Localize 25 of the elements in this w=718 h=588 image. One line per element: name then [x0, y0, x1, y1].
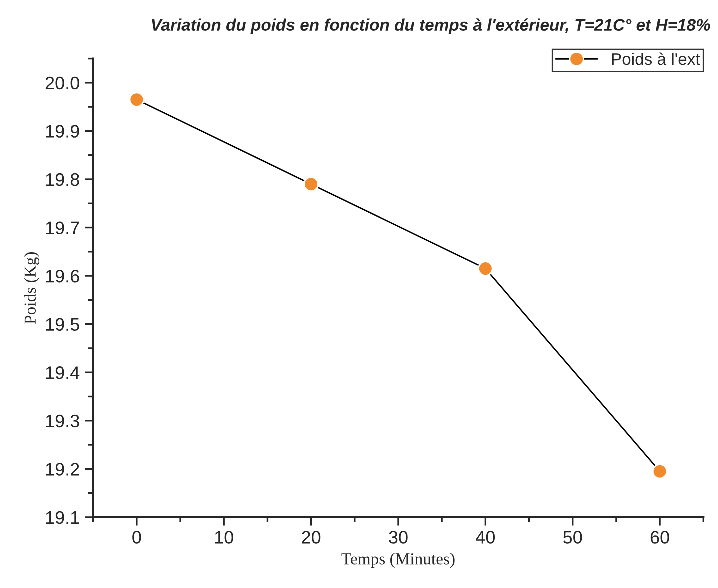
x-tick-label: 30 [389, 531, 408, 544]
x-tick-label: 50 [564, 531, 582, 544]
chart-title: Variation du poids en fonction du temps à l'extérieur, T=21C° et H=18% [152, 18, 710, 34]
y-tick-label: 19.9 [46, 125, 80, 138]
y-axis-title: Poids (Kg) [24, 252, 40, 324]
point [304, 176, 319, 192]
y-tick-label: 20.0 [46, 76, 80, 90]
x-tick-label: 10 [215, 531, 234, 544]
legend-label: Poids à l'ext [612, 52, 700, 66]
y-tick-label: 19.8 [46, 173, 80, 186]
x-tick-label: 40 [476, 531, 496, 544]
y-tick-label: 19.2 [46, 463, 80, 476]
y-tick-label: 19.5 [46, 318, 80, 332]
y-tick-label: 19.6 [46, 270, 80, 283]
x-tick-label: 0 [132, 531, 142, 544]
x-axis-title: Temps (Minutes) [342, 553, 455, 568]
y-tick-label: 19.1 [46, 511, 80, 524]
y-tick-label: 19.7 [46, 222, 80, 234]
x-tick-label: 60 [650, 531, 670, 544]
y-tick-label: 19.4 [46, 366, 80, 380]
point [652, 464, 668, 480]
point [478, 261, 494, 276]
y-tick-label: 19.3 [46, 414, 80, 428]
point [129, 92, 145, 108]
x-tick-label: 20 [302, 531, 321, 544]
